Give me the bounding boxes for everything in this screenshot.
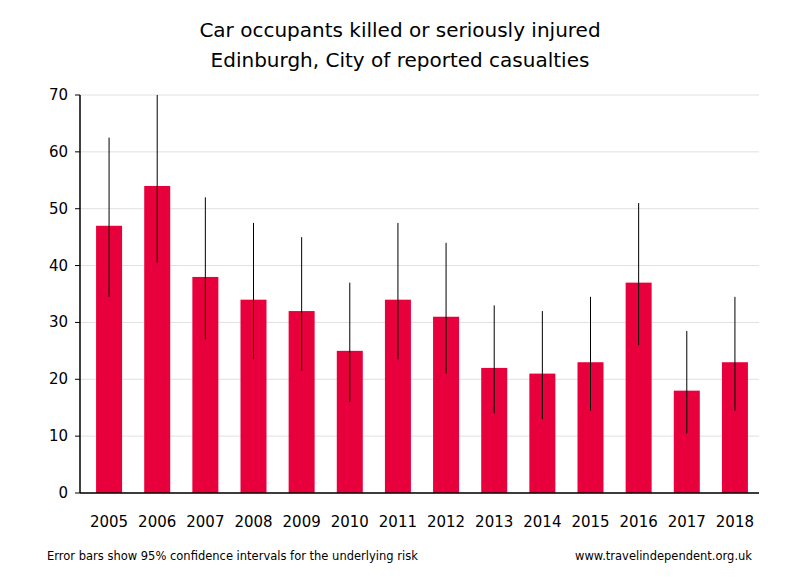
source: www.travelindependent.org.uk (575, 549, 752, 563)
grid-line (80, 379, 759, 380)
x-tick-label: 2014 (523, 513, 561, 531)
x-tick-label: 2012 (427, 513, 465, 531)
note: Error bars show 95% confidence intervals… (47, 549, 418, 563)
x-tick-label: 2011 (379, 513, 417, 531)
y-tick-label: 0 (58, 484, 68, 502)
error-bar (205, 197, 206, 339)
error-bar (686, 331, 687, 433)
x-tick-label: 2005 (90, 513, 128, 531)
error-bar (253, 223, 254, 359)
error-bar (590, 297, 591, 411)
x-tick-label: 2010 (331, 513, 369, 531)
grid-line (80, 265, 759, 266)
y-tick-label: 30 (49, 313, 68, 331)
error-bar (301, 237, 302, 371)
title: Car occupants killed or seriously injure… (199, 18, 600, 42)
error-bar (397, 223, 398, 359)
y-tick-label: 50 (49, 200, 68, 218)
grid-line (80, 436, 759, 437)
error-bar (638, 203, 639, 345)
subtitle: Edinburgh, City of reported casualties (211, 48, 590, 72)
grid-line (80, 208, 759, 209)
error-bar (734, 297, 735, 411)
x-tick-label: 2008 (234, 513, 272, 531)
error-bar (494, 305, 495, 413)
x-tick-label: 2016 (620, 513, 658, 531)
y-tick-label: 10 (49, 427, 68, 445)
x-tick-label: 2013 (475, 513, 513, 531)
y-tick-label: 70 (49, 86, 68, 104)
error-bar (446, 243, 447, 374)
grid-line (80, 95, 759, 96)
grid (80, 95, 759, 493)
x-tick-label: 2009 (283, 513, 321, 531)
bars (96, 95, 748, 493)
error-bar (109, 138, 110, 297)
x-tick-label: 2006 (138, 513, 176, 531)
x-tick-label: 2007 (186, 513, 224, 531)
y-axis (79, 95, 81, 493)
grid-line (80, 493, 759, 494)
x-tick-label: 2015 (571, 513, 609, 531)
grid-line (80, 151, 759, 152)
error-bar (349, 283, 350, 402)
y-tick-label: 40 (49, 257, 68, 275)
grid-line (80, 322, 759, 323)
chart: Car occupants killed or seriously injure… (0, 0, 800, 580)
error-bar (542, 311, 543, 419)
x-axis (80, 492, 759, 494)
error-bar (157, 95, 158, 263)
x-tick-label: 2018 (716, 513, 754, 531)
x-tick-label: 2017 (668, 513, 706, 531)
y-tick-label: 20 (49, 370, 68, 388)
y-tick-label: 60 (49, 143, 68, 161)
